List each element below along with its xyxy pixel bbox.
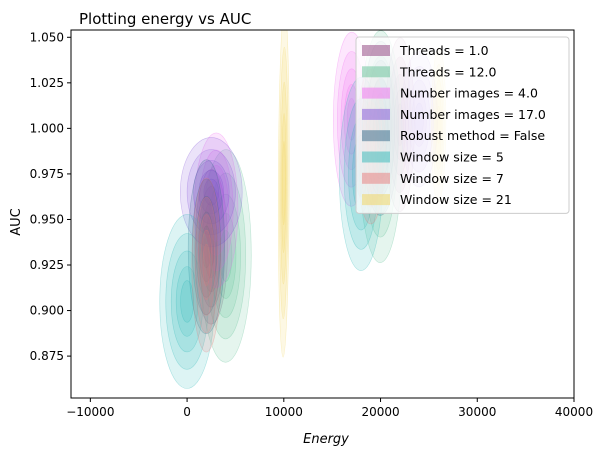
density-contour bbox=[180, 280, 194, 323]
plot-frame bbox=[70, 29, 575, 399]
density-contour bbox=[201, 225, 212, 268]
y-tick-label: 1.000 bbox=[30, 121, 64, 135]
legend-swatch bbox=[362, 87, 390, 99]
legend-swatch bbox=[362, 172, 390, 184]
density-contour bbox=[187, 159, 225, 335]
legend-label: Number images = 17.0 bbox=[400, 107, 546, 122]
y-tick-label: 0.900 bbox=[30, 304, 64, 318]
density-contour bbox=[203, 165, 230, 256]
density-contour bbox=[170, 250, 204, 353]
density-contour bbox=[195, 195, 218, 298]
density-contour bbox=[200, 229, 213, 301]
legend-swatch bbox=[362, 130, 390, 142]
density-contour bbox=[198, 186, 225, 308]
density-contour bbox=[210, 191, 222, 230]
y-tick-label: 1.050 bbox=[30, 30, 64, 44]
density-blob bbox=[180, 137, 243, 248]
legend-label: Threads = 12.0 bbox=[399, 64, 497, 79]
y-tick-label: 0.875 bbox=[30, 349, 64, 363]
density-contour bbox=[201, 201, 222, 292]
density-contour bbox=[202, 243, 211, 287]
density-blob bbox=[193, 132, 239, 289]
density-blob bbox=[277, 30, 290, 358]
density-contour bbox=[207, 179, 226, 242]
density-contour bbox=[186, 149, 236, 236]
legend-label: Robust method = False bbox=[400, 128, 545, 143]
density-contour bbox=[281, 113, 287, 253]
legend-swatch bbox=[362, 66, 390, 78]
density-contour bbox=[215, 213, 237, 299]
chart-title: Plotting energy vs AUC bbox=[79, 10, 251, 28]
density-contour bbox=[198, 169, 224, 215]
density-contour bbox=[197, 214, 216, 316]
legend-label: Threads = 1.0 bbox=[399, 43, 489, 58]
density-contour bbox=[193, 132, 239, 289]
legend-label: Window size = 5 bbox=[400, 150, 504, 165]
density-contour bbox=[191, 177, 222, 353]
x-tick-label: 30000 bbox=[458, 405, 496, 419]
x-tick-label: 0 bbox=[183, 405, 191, 419]
density-blob bbox=[199, 149, 252, 363]
density-contour bbox=[207, 227, 216, 266]
density-blob bbox=[187, 159, 225, 335]
legend-swatch bbox=[362, 45, 390, 56]
density-contour bbox=[194, 196, 219, 334]
y-axis: 0.875 0.900 0.925 0.950 0.975 1.000 1.025 1.050 bbox=[30, 30, 71, 363]
density-contour bbox=[165, 233, 209, 370]
density-contour bbox=[194, 169, 228, 325]
x-tick-label: 40000 bbox=[555, 405, 593, 419]
y-tick-label: 0.925 bbox=[30, 258, 64, 272]
density-contour bbox=[198, 149, 234, 272]
legend: Threads = 1.0 Threads = 12.0 Number images… bbox=[355, 36, 570, 214]
y-tick-label: 0.950 bbox=[30, 212, 64, 226]
y-tick-label: 0.975 bbox=[30, 167, 64, 181]
density-blob bbox=[191, 177, 222, 353]
density-contour bbox=[277, 30, 290, 358]
y-tick-label: 1.025 bbox=[30, 76, 64, 90]
density-contour bbox=[159, 214, 215, 389]
density-contour bbox=[279, 46, 289, 320]
legend-swatch bbox=[362, 194, 390, 206]
density-contour bbox=[198, 211, 215, 282]
density-blob bbox=[194, 169, 228, 325]
density-contour bbox=[175, 266, 199, 337]
y-axis-label: AUC bbox=[9, 208, 24, 236]
legend-label: Window size = 21 bbox=[400, 192, 512, 207]
density-contour bbox=[180, 137, 243, 248]
density-contour bbox=[281, 140, 286, 226]
density-contour bbox=[280, 81, 288, 285]
density-contour bbox=[199, 149, 252, 363]
density-contour bbox=[191, 178, 221, 315]
legend-frame bbox=[355, 36, 570, 214]
x-tick-label: 10000 bbox=[265, 405, 303, 419]
density-contour bbox=[210, 193, 241, 318]
legend-swatch bbox=[362, 108, 390, 120]
density-blob bbox=[159, 214, 215, 389]
legend-swatch bbox=[362, 151, 390, 163]
density-contour bbox=[203, 178, 219, 206]
legend-label: Number images = 4.0 bbox=[400, 86, 538, 101]
density-contour bbox=[205, 172, 246, 340]
x-tick-label: −10000 bbox=[66, 405, 114, 419]
density-contour bbox=[219, 230, 233, 282]
density-contour bbox=[204, 215, 219, 279]
x-axis: −10000 0 10000 20000 30000 40000 bbox=[66, 398, 593, 419]
x-axis-label: Energy bbox=[303, 432, 349, 447]
legend-label: Window size = 7 bbox=[400, 171, 504, 186]
density-contour bbox=[193, 160, 230, 225]
x-tick-label: 20000 bbox=[361, 405, 399, 419]
